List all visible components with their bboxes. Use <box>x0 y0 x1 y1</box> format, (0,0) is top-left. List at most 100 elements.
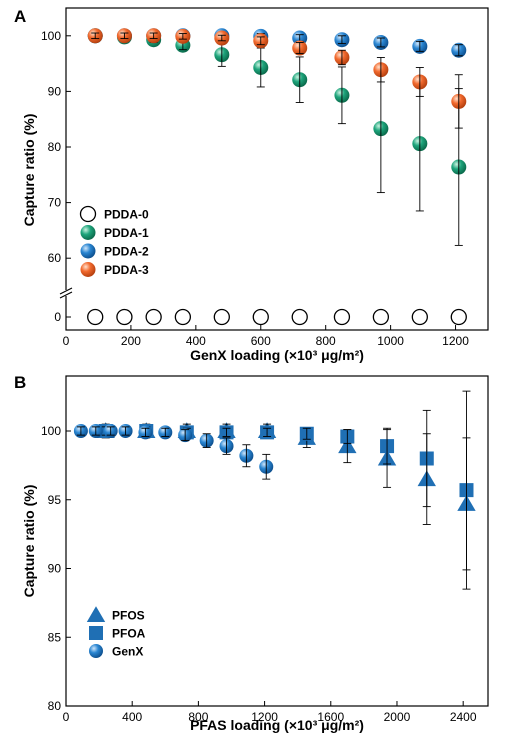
data-point <box>372 308 390 326</box>
panel-b-label: B <box>14 373 26 392</box>
series-pdda-3 <box>87 28 467 129</box>
panel-a-marks <box>87 28 467 326</box>
error-bar <box>337 49 346 66</box>
error-bar <box>91 32 100 40</box>
data-point <box>291 308 308 326</box>
y-tick-label: 85 <box>48 630 62 644</box>
error-bar <box>343 429 352 444</box>
legend-marker <box>86 606 106 622</box>
data-point <box>116 308 133 326</box>
panel-b-plot-frame <box>65 375 489 707</box>
y-tick-label: 0 <box>54 310 61 324</box>
error-bar <box>263 427 272 437</box>
error-bar <box>454 74 463 129</box>
legend-marker <box>89 626 103 640</box>
error-bar <box>242 444 251 468</box>
error-bar <box>262 453 271 480</box>
legend-label: PFOS <box>112 609 145 623</box>
error-bar <box>202 433 211 448</box>
panel-a-x-ticks: 0 200 400 600 800 1000 1200 <box>63 325 469 348</box>
x-tick-label: 1600 <box>317 710 344 724</box>
data-point <box>213 308 230 326</box>
legend-label: PDDA-2 <box>104 245 149 259</box>
legend-label: PFOA <box>112 627 146 641</box>
panel-b-y-ticks: 80 85 90 95 100 <box>41 424 71 713</box>
error-bar <box>337 35 346 45</box>
data-point <box>174 308 192 326</box>
x-tick-label: 1000 <box>377 334 404 348</box>
panel-a-label: A <box>14 7 26 26</box>
legend-label: PDDA-1 <box>104 226 149 240</box>
error-bar <box>376 37 385 48</box>
x-tick-label: 400 <box>186 334 206 348</box>
legend-marker <box>80 243 96 259</box>
data-point <box>333 308 351 326</box>
error-bar <box>217 34 226 42</box>
error-bar <box>337 66 346 125</box>
x-tick-label: 1200 <box>251 710 278 724</box>
error-bar <box>256 36 265 46</box>
error-bar <box>121 426 130 436</box>
error-bar <box>376 57 385 83</box>
error-bar <box>415 67 424 97</box>
legend-marker <box>80 262 96 277</box>
panel-b-marks <box>73 390 476 590</box>
x-tick-label: 600 <box>251 334 271 348</box>
error-bar <box>141 427 150 437</box>
panel-a-y-axis-title: Capture ratio (%) <box>21 114 37 227</box>
series-pfos <box>96 422 476 571</box>
error-bar <box>149 32 158 40</box>
y-tick-label: 100 <box>41 424 61 438</box>
y-tick-label: 70 <box>48 196 62 210</box>
error-bar <box>383 427 392 465</box>
x-tick-label: 0 <box>63 710 70 724</box>
y-tick-label: 100 <box>41 29 61 43</box>
error-bar <box>106 426 115 436</box>
y-tick-label: 90 <box>48 562 62 576</box>
legend-label: PDDA-3 <box>104 263 149 277</box>
panel-a-axis-break <box>59 287 74 299</box>
data-point <box>145 308 162 326</box>
x-tick-label: 800 <box>316 334 336 348</box>
error-bar <box>76 426 85 436</box>
panel-b-y-axis-title: Capture ratio (%) <box>21 485 37 598</box>
panel-a-plot-frame <box>65 7 489 331</box>
data-point <box>87 308 104 326</box>
error-bar <box>295 42 304 55</box>
error-bar <box>222 427 231 437</box>
error-bar <box>222 437 231 455</box>
series-pdda-0 <box>87 308 467 326</box>
data-point <box>450 308 467 326</box>
legend-marker <box>79 205 97 223</box>
x-tick-label: 2400 <box>450 710 477 724</box>
panel-b-legend: PFOS PFOA GenX <box>86 606 146 659</box>
x-tick-label: 400 <box>122 710 142 724</box>
error-bar <box>120 32 129 40</box>
y-tick-label: 80 <box>48 699 62 713</box>
data-point <box>252 308 269 326</box>
error-bar <box>181 429 190 442</box>
error-bar <box>302 427 311 440</box>
panel-a-x-axis-title: GenX loading (×10³ μg/m²) <box>190 347 364 363</box>
y-tick-label: 95 <box>48 493 62 507</box>
x-tick-label: 800 <box>188 710 208 724</box>
legend-marker <box>80 225 96 240</box>
panel-a-legend: PDDA-0 PDDA-1 PDDA-2 PDDA-3 <box>79 205 149 277</box>
error-bar <box>454 44 463 57</box>
error-bar <box>178 33 187 40</box>
error-bar <box>295 56 304 103</box>
x-tick-label: 1200 <box>442 334 469 348</box>
x-tick-label: 0 <box>63 334 70 348</box>
x-tick-label: 200 <box>121 334 141 348</box>
panel-a-y-ticks: 60 70 80 90 100 0 <box>41 29 71 324</box>
series-pdda-2 <box>87 28 467 58</box>
series-genx <box>73 424 274 480</box>
legend-label: PDDA-0 <box>104 208 149 222</box>
panel-b: B 0 400 800 1200 1600 2000 2400 80 85 90 95 100 PF… <box>14 373 489 733</box>
y-tick-label: 60 <box>48 251 62 265</box>
data-point <box>411 308 428 326</box>
error-bar <box>161 427 170 437</box>
panel-b-x-axis-title: PFAS loading (×10³ μg/m²) <box>190 717 364 733</box>
